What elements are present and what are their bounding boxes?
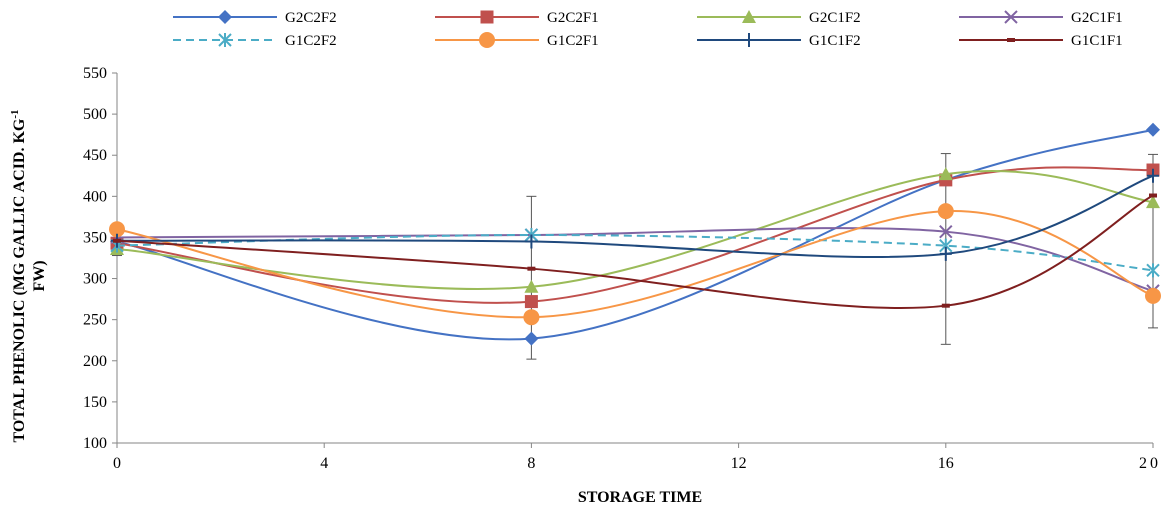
data-point xyxy=(525,234,538,249)
series-g1c1f1 xyxy=(113,193,1157,310)
x-axis-title: STORAGE TIME xyxy=(578,489,702,506)
legend-marker xyxy=(743,33,755,47)
data-point xyxy=(939,224,953,239)
legend-label: G1C1F2 xyxy=(809,33,861,49)
series-line xyxy=(116,227,1154,292)
legend-label: G1C1F1 xyxy=(1071,33,1123,49)
legend-item: G2C1F2 xyxy=(697,10,861,26)
data-point xyxy=(1149,193,1157,198)
series-line xyxy=(116,166,1154,304)
data-point xyxy=(524,279,539,293)
legend-item: G1C1F1 xyxy=(959,33,1123,49)
legend-marker xyxy=(1004,10,1018,24)
legend: G2C2F2 G2C2F1 G2C1F2 G2C1F1 G1C2F2 G1C2F1 G1C1… xyxy=(173,10,1123,49)
legend-marker xyxy=(218,33,232,47)
series-g1c2f1 xyxy=(109,203,1161,326)
y-tick-label: 450 xyxy=(83,147,107,164)
y-tick-label: 400 xyxy=(83,188,107,205)
legend-marker xyxy=(1007,38,1015,42)
data-point xyxy=(1146,122,1160,137)
y-tick-label: 200 xyxy=(83,353,107,370)
legend-label: G2C1F1 xyxy=(1071,10,1123,26)
series-g1c1f2 xyxy=(111,168,1159,261)
legend-label: G2C2F2 xyxy=(285,10,337,26)
legend-marker xyxy=(479,32,495,48)
legend-item: G2C2F1 xyxy=(435,10,599,26)
data-point xyxy=(941,303,950,308)
data-point xyxy=(938,167,953,181)
y-tick-label: 150 xyxy=(83,394,107,411)
tick-labels: 100 150 200 250 300 350 400 450 500 550 0 4 8 12 16 20 xyxy=(83,65,1161,472)
legend-item: G1C2F1 xyxy=(435,32,599,49)
y-tick-label: 350 xyxy=(83,229,107,246)
y-axis-title-line2: FW) xyxy=(31,260,48,291)
y-tick-label: 250 xyxy=(83,312,107,329)
error-bars xyxy=(112,153,1158,360)
series-g2c2f2 xyxy=(110,122,1160,346)
legend-marker xyxy=(218,10,232,24)
y-tick-label: 500 xyxy=(83,106,107,123)
x-tick-label: 16 xyxy=(938,455,954,472)
data-point xyxy=(1146,195,1160,209)
legend-label: G2C1F2 xyxy=(809,10,861,26)
data-point xyxy=(1145,287,1161,304)
y-tick-label: 300 xyxy=(83,271,107,288)
x-tick-label: 12 xyxy=(731,455,747,472)
data-point xyxy=(1146,263,1160,278)
legend-item: G2C2F2 xyxy=(173,10,337,26)
legend-item: G1C2F2 xyxy=(173,33,337,49)
x-tick-label: 20 xyxy=(1139,455,1161,472)
data-point xyxy=(1147,168,1159,183)
y-tick-label: 100 xyxy=(83,435,107,452)
series-line xyxy=(116,174,1154,259)
legend-label: G1C2F2 xyxy=(285,33,337,49)
data-point xyxy=(937,203,954,220)
x-tick-label: 0 xyxy=(113,455,121,472)
legend-label: G2C2F1 xyxy=(547,10,599,26)
y-axis-title-superscript: -1 xyxy=(9,109,21,118)
y-axis-title-line1: TOTAL PHENOLIC (MG GALLIC ACID. KG xyxy=(11,118,28,442)
data-point xyxy=(524,295,538,309)
y-axis-title: TOTAL PHENOLIC (MG GALLIC ACID. KG-1 FW) xyxy=(9,109,48,442)
y-tick-label: 550 xyxy=(83,65,107,82)
series-g2c1f1 xyxy=(110,224,1160,298)
legend-item: G1C1F2 xyxy=(697,33,861,49)
series-line xyxy=(116,210,1154,319)
legend-marker xyxy=(742,10,756,23)
series-line xyxy=(116,194,1154,310)
legend-item: G2C1F1 xyxy=(959,10,1123,26)
x-tick-label: 8 xyxy=(527,455,535,472)
data-point xyxy=(527,266,536,271)
data-point xyxy=(939,246,952,261)
data-point xyxy=(524,331,539,346)
series-line xyxy=(116,128,1154,341)
axes xyxy=(112,72,1154,448)
series-line xyxy=(116,170,1154,290)
data-point xyxy=(109,221,125,238)
legend-marker xyxy=(480,10,494,24)
series-group xyxy=(109,122,1161,346)
data-point xyxy=(113,238,121,243)
data-point xyxy=(523,309,540,326)
svg-text:TOTAL PHENOLIC (MG GALLIC ACID: TOTAL PHENOLIC (MG GALLIC ACID. KG-1 xyxy=(9,109,28,442)
x-tick-label: 4 xyxy=(320,455,328,472)
legend-label: G1C2F1 xyxy=(547,33,599,49)
